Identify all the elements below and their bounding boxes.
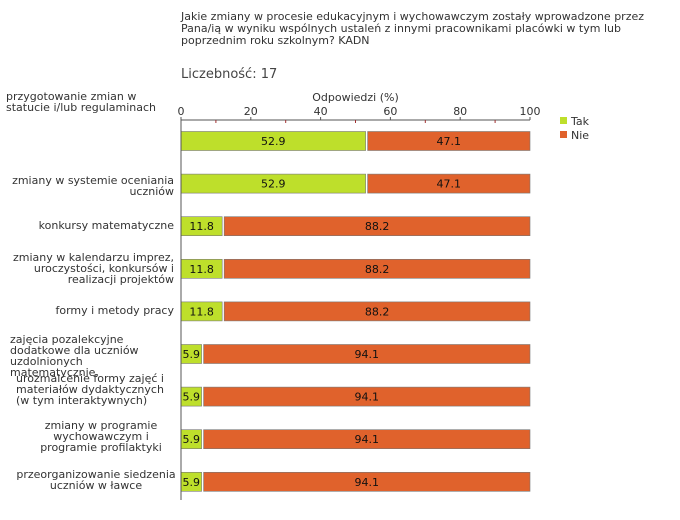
x-tick-label: 60 [383, 105, 397, 118]
sample-size: Liczebność: 17 [181, 67, 278, 82]
category-label: zmiany w kalendarzu imprez, uroczystości… [12, 251, 174, 286]
legend-swatch-nie [560, 131, 567, 138]
bar-nie [203, 386, 531, 407]
data-label: 94.1 [355, 348, 380, 361]
data-label: 52.9 [261, 178, 286, 191]
bar-nie [367, 173, 531, 194]
legend-item-tak: Tak [560, 115, 589, 128]
data-label: 88.2 [365, 263, 390, 276]
data-label: 88.2 [365, 305, 390, 318]
x-tick-label: 100 [520, 105, 541, 118]
category-label: konkursy matematyczne [38, 219, 174, 232]
bar-nie [203, 344, 531, 364]
data-label: 5.9 [183, 433, 201, 446]
data-label: 88.2 [365, 220, 390, 233]
data-label: 94.1 [355, 433, 380, 446]
category-label: formy i metody pracy [55, 304, 174, 317]
bar-nie [367, 131, 531, 151]
data-label: 52.9 [261, 135, 286, 148]
bar-nie [223, 216, 531, 236]
legend-label-tak: Tak [571, 115, 590, 128]
chart-title: Jakie zmiany w procesie edukacyjnym i wy… [181, 10, 645, 47]
data-label: 5.9 [183, 391, 201, 404]
x-tick-label: 80 [453, 105, 467, 118]
data-label: 11.8 [189, 263, 214, 276]
data-label: 94.1 [355, 391, 380, 404]
category-label: urozmaicenie formy zajęć i materiałów dy… [16, 372, 164, 407]
bar-nie [203, 471, 531, 492]
category-label: przygotowanie zmian w statucie i/lub reg… [6, 90, 157, 114]
data-label: 11.8 [189, 220, 214, 233]
data-label: 47.1 [437, 178, 462, 191]
x-tick-label: 0 [178, 105, 185, 118]
data-label: 47.1 [437, 135, 462, 148]
data-label: 11.8 [189, 305, 214, 318]
bar-nie [203, 429, 531, 450]
x-tick-label: 20 [244, 105, 258, 118]
category-label: zajęcia pozalekcyjne dodatkowe dla uczni… [10, 333, 139, 379]
category-label: zmiany w systemie oceniania uczniów [12, 174, 174, 198]
category-label: przeorganizowanie siedzenia uczniów w ła… [16, 468, 176, 492]
legend-swatch-tak [560, 117, 567, 124]
x-tick-label: 40 [314, 105, 328, 118]
legend-label-nie: Nie [571, 129, 590, 142]
x-axis-title: Odpowiedzi (%) [312, 91, 399, 104]
legend-item-nie: Nie [560, 129, 589, 142]
data-label: 5.9 [183, 476, 201, 489]
category-label: zmiany w programie wychowawczym i progra… [40, 419, 162, 454]
bar-nie [223, 301, 531, 322]
data-label: 5.9 [183, 348, 201, 361]
data-label: 94.1 [355, 476, 380, 489]
bar-nie [223, 258, 531, 279]
